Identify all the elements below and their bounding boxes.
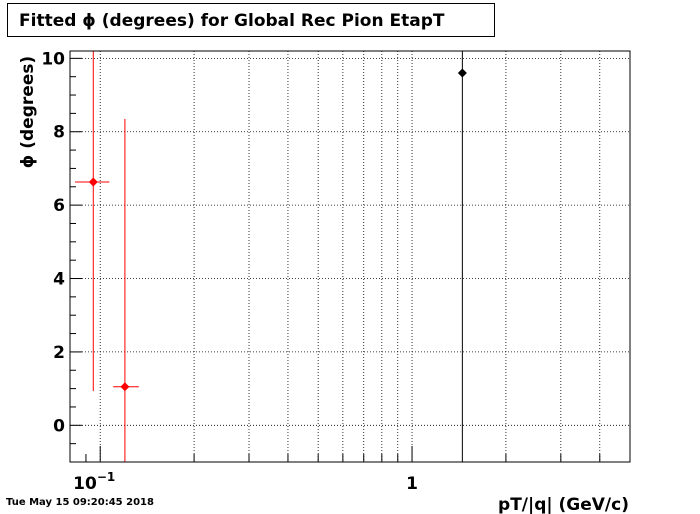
y-tick-label: 6 bbox=[53, 196, 65, 216]
data-point-marker bbox=[88, 177, 98, 187]
timestamp: Tue May 15 09:20:45 2018 bbox=[6, 497, 154, 508]
y-tick-label: 8 bbox=[53, 123, 65, 143]
data-series bbox=[74, 51, 467, 462]
data-point-marker bbox=[457, 68, 467, 78]
data-point-marker bbox=[120, 382, 130, 392]
y-tick-label: 2 bbox=[53, 343, 65, 363]
y-axis-title: ϕ (degrees) bbox=[18, 56, 38, 168]
y-tick-label: 10 bbox=[41, 49, 65, 69]
plot-frame bbox=[69, 50, 631, 463]
y-tick-label: 4 bbox=[53, 270, 65, 290]
grid bbox=[69, 51, 631, 462]
chart-title: Fitted ϕ (degrees) for Global Rec Pion E… bbox=[19, 11, 445, 31]
title-box: Fitted ϕ (degrees) for Global Rec Pion E… bbox=[7, 3, 495, 37]
tick-labels: 0 2 4 6 8 10 10−1 1 bbox=[41, 49, 418, 494]
x-axis-title: pT/|q| (GeV/c) bbox=[498, 495, 629, 514]
x-tick-label: 10−1 bbox=[73, 470, 115, 494]
axis-ticks bbox=[69, 57, 631, 463]
x-tick-label: 1 bbox=[406, 474, 418, 494]
y-tick-label: 0 bbox=[53, 416, 65, 436]
